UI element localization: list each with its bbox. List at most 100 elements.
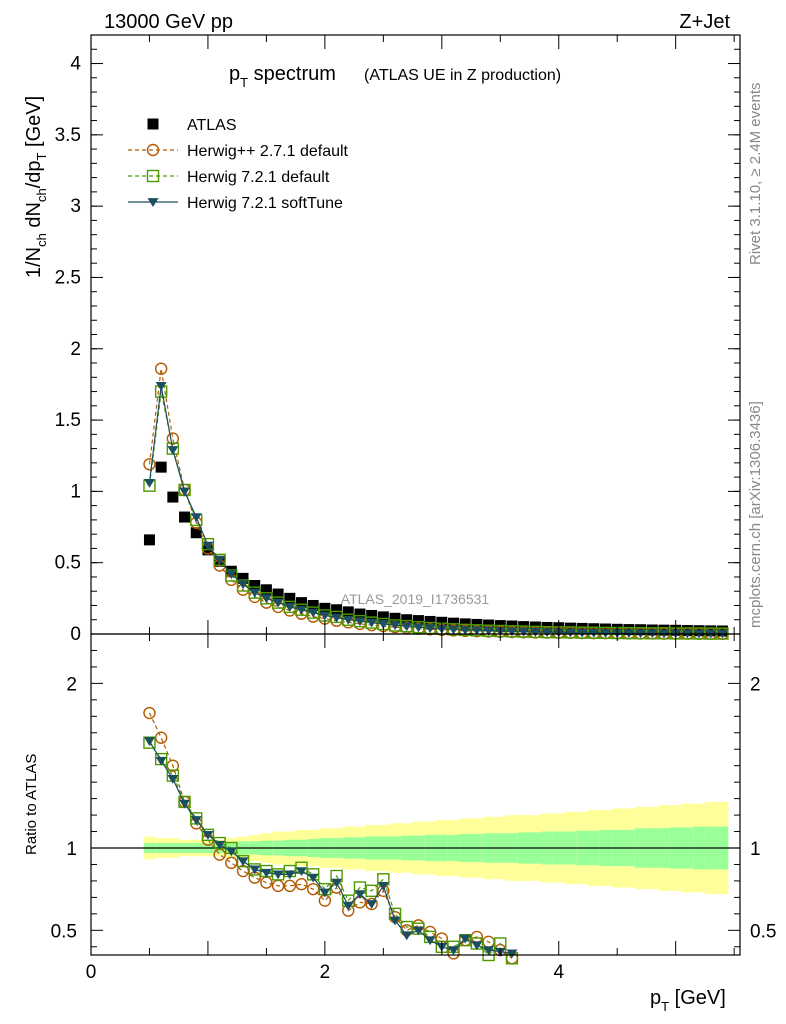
ratio-panel: 0.5 0.5 1 1 2 2 [51, 633, 776, 965]
ratio-point-herwig-7-2-1-softtune [237, 857, 249, 867]
ratio-point-herwig-7-2-1-softtune [342, 901, 354, 911]
data-point-herwig-7-2-1-softtune [237, 580, 249, 590]
ratio-point-herwig-7-2-1-softtune [214, 840, 226, 850]
data-point-herwig-7-2-1-softtune [541, 628, 553, 638]
data-point-herwig-7-2-1-softtune [284, 603, 296, 612]
ratio-point-herwig-7-2-1-softtune [459, 934, 471, 944]
data-point-herwig-7-2-1-softtune [307, 608, 319, 618]
y-tick-label: 0 [70, 624, 81, 645]
x-axis-label: pT [GeV] [650, 987, 726, 1014]
ratio-point-herwig-7-2-1-softtune [506, 949, 518, 959]
data-point-herwig-7-2-1-softtune [401, 622, 413, 632]
ratio-point-herwig-7-2-1-softtune [155, 756, 167, 766]
data-point-herwig-7-2-1-default [236, 579, 250, 592]
ratio-point-herwig-2-7-1-default [143, 706, 156, 720]
data-point-atlas [354, 608, 366, 620]
data-point-atlas [260, 584, 272, 596]
ratio-point-herwig-7-2-1-softtune [471, 941, 483, 951]
header-energy: 13000 GeV pp [104, 11, 233, 33]
legend-label: ATLAS [187, 117, 237, 134]
ratio-point-herwig-7-2-1-default [236, 854, 250, 868]
ratio-point-herwig-7-2-1-default [365, 884, 378, 897]
data-point-atlas [272, 588, 284, 600]
data-point-atlas [412, 615, 424, 627]
ratio-point-herwig-7-2-1-softtune [389, 916, 401, 926]
data-point-atlas [284, 592, 296, 604]
data-point-atlas [179, 511, 191, 523]
data-point-herwig-7-2-1-softtune [342, 615, 354, 625]
ratio-tick-label: 2 [66, 674, 77, 695]
data-point-herwig-7-2-1-softtune [518, 627, 530, 637]
ratio-tick-label-right: 1 [750, 839, 761, 860]
legend-marker [146, 143, 160, 157]
data-point-atlas [366, 609, 378, 621]
data-point-herwig-7-2-1-softtune [249, 588, 261, 598]
mcplots-reference-label: mcplots.cern.ch [arXiv:1306.3436] [747, 401, 764, 628]
ratio-point-herwig-7-2-1-softtune [284, 870, 296, 880]
ratio-point-herwig-7-2-1-softtune [143, 737, 155, 746]
ratio-point-herwig-7-2-1-softtune [377, 882, 389, 891]
ratio-point-herwig-7-2-1-softtune [319, 888, 331, 898]
data-point-herwig-7-2-1-softtune [366, 618, 378, 628]
y-tick-label: 4 [70, 54, 81, 75]
legend-label: Herwig++ 2.7.1 default [187, 143, 349, 160]
header-process: Z+Jet [679, 11, 730, 33]
legend: ATLAS Herwig++ 2.7.1 default Herwig 7.2.1 … [128, 117, 349, 212]
legend-label: Herwig 7.2.1 softTune [187, 195, 343, 212]
ratio-point-herwig-2-7-1-default [295, 878, 308, 891]
ratio-point-herwig-7-2-1-softtune [448, 946, 460, 956]
data-point-atlas [143, 534, 155, 546]
data-point-herwig-7-2-1-softtune [260, 594, 272, 604]
data-point-herwig-7-2-1-softtune [483, 627, 495, 636]
chart-subtitle: (ATLAS UE in Z production) [364, 67, 561, 84]
data-point-herwig-7-2-1-softtune [190, 513, 202, 523]
data-point-atlas [295, 597, 307, 609]
data-point-herwig-7-2-1-default [225, 569, 238, 582]
ratio-point-herwig-2-7-1-default [154, 731, 168, 744]
ratio-point-herwig-7-2-1-softtune [366, 900, 378, 909]
data-point-herwig-7-2-1-softtune [143, 478, 155, 488]
data-point-herwig-7-2-1-softtune [272, 598, 284, 608]
data-point-atlas [424, 615, 436, 627]
y-tick-label: 2 [70, 339, 81, 360]
ratio-frame [90, 633, 741, 956]
y-tick-label: 1.5 [55, 410, 81, 431]
x-tick-label: 4 [553, 962, 564, 983]
data-point-herwig-7-2-1-softtune [202, 541, 214, 551]
ratio-point-herwig-7-2-1-softtune [249, 865, 261, 875]
ratio-point-herwig-2-7-1-default [283, 879, 296, 893]
main-panel: 0 0.5 1 1.5 2 2.5 3 3.5 4 ATLAS_2019_I1736531 [55, 34, 741, 645]
data-point-atlas [155, 461, 167, 473]
data-point-atlas [588, 623, 600, 635]
chart-watermark: ATLAS_2019_I1736531 [341, 591, 490, 607]
y-tick-label: 1 [70, 481, 81, 502]
legend-marker [147, 118, 159, 130]
ratio-point-herwig-7-2-1-softtune [412, 926, 424, 936]
y-axis-label-ratio: Ratio to ATLAS [23, 754, 40, 855]
ratio-point-herwig-2-7-1-default [225, 856, 238, 870]
data-point-herwig-7-2-1-softtune [295, 605, 307, 615]
data-point-herwig-7-2-1-softtune [448, 625, 460, 635]
data-point-herwig-7-2-1-softtune [167, 446, 179, 455]
ratio-point-herwig-7-2-1-softtune [167, 775, 179, 784]
data-point-herwig-7-2-1-softtune [377, 620, 389, 629]
ratio-point-herwig-7-2-1-softtune [272, 870, 284, 880]
data-point-atlas [237, 572, 249, 584]
data-point-herwig-7-2-1-softtune [155, 381, 167, 391]
y-tick-label: 0.5 [55, 553, 81, 574]
ratio-point-herwig-7-2-1-softtune [307, 873, 319, 883]
ratio-tick-label-right: 0.5 [750, 921, 776, 942]
ratio-point-herwig-7-2-1-softtune [225, 847, 237, 857]
data-point-herwig-7-2-1-softtune [319, 611, 331, 621]
data-point-atlas [342, 606, 354, 618]
data-point-herwig-7-2-1-softtune [564, 628, 576, 638]
data-point-atlas [307, 599, 319, 611]
ratio-tick-label-right: 2 [750, 674, 761, 695]
ratio-point-herwig-7-2-1-softtune [401, 931, 413, 941]
data-point-herwig-7-2-1-softtune [529, 628, 541, 637]
data-point-herwig-7-2-1-softtune [412, 623, 424, 633]
data-point-herwig-7-2-1-softtune [389, 621, 401, 631]
data-point-atlas [319, 602, 331, 614]
data-point-herwig-7-2-1-default [213, 553, 226, 567]
ratio-tick-label: 1 [66, 839, 77, 860]
